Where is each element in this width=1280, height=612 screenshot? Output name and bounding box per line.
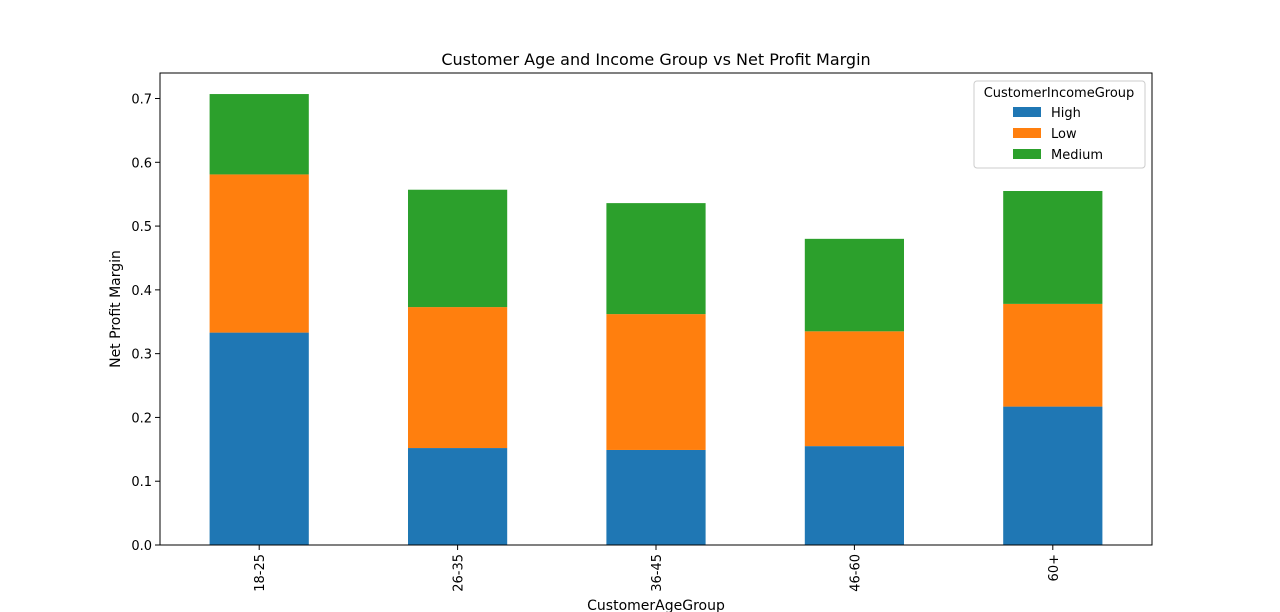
legend-box	[973, 80, 1146, 169]
bar-low-36-45	[606, 314, 706, 450]
bar-low-26-35	[408, 307, 508, 449]
legend-title: CustomerIncomeGroup	[984, 86, 1135, 101]
legend-swatch-high	[1013, 107, 1041, 117]
x-axis-label: CustomerAgeGroup	[587, 598, 725, 612]
chart-title: Customer Age and Income Group vs Net Pro…	[441, 50, 870, 69]
x-axis: 18-25 26-35 36-45 46-60 60+	[253, 545, 1062, 592]
bar-high-46-60	[804, 446, 904, 545]
bar-low-60+	[1003, 303, 1103, 407]
y-axis-label: Net Profit Margin	[108, 250, 124, 368]
bar-high-60+	[1003, 406, 1103, 545]
bars-group	[209, 94, 1103, 545]
legend-swatch-low	[1013, 128, 1041, 138]
legend-label-high: High	[1051, 106, 1081, 121]
y-tick-label: 0.2	[131, 411, 152, 426]
bar-low-46-60	[804, 331, 904, 447]
legend-label-medium: Medium	[1051, 148, 1103, 163]
y-tick-label: 0.7	[131, 93, 152, 108]
y-tick-label: 0.4	[131, 284, 152, 299]
legend-swatch-medium	[1013, 149, 1041, 159]
bar-medium-18-25	[209, 94, 309, 175]
y-tick-label: 0.5	[131, 220, 152, 235]
x-tick-label: 46-60	[848, 554, 863, 592]
x-tick-label: 18-25	[253, 554, 268, 592]
bar-medium-36-45	[606, 203, 706, 315]
y-tick-label: 0.0	[131, 539, 152, 554]
bar-low-18-25	[209, 174, 309, 333]
bar-high-36-45	[606, 449, 706, 545]
x-tick-label: 36-45	[650, 554, 665, 592]
bar-medium-26-35	[408, 189, 508, 308]
bar-high-18-25	[209, 332, 309, 545]
bar-medium-60+	[1003, 191, 1103, 304]
y-axis: 0.0 0.1 0.2 0.3 0.4 0.5 0.6 0.7	[131, 93, 160, 554]
y-tick-label: 0.6	[131, 156, 152, 171]
x-tick-label: 26-35	[452, 554, 467, 592]
y-tick-label: 0.3	[131, 348, 152, 363]
bar-high-26-35	[408, 448, 508, 545]
y-tick-label: 0.1	[131, 475, 152, 490]
x-tick-label: 60+	[1047, 554, 1062, 581]
legend-label-low: Low	[1051, 127, 1077, 142]
bar-medium-46-60	[804, 238, 904, 332]
legend: CustomerIncomeGroup High Low Medium	[973, 80, 1146, 169]
